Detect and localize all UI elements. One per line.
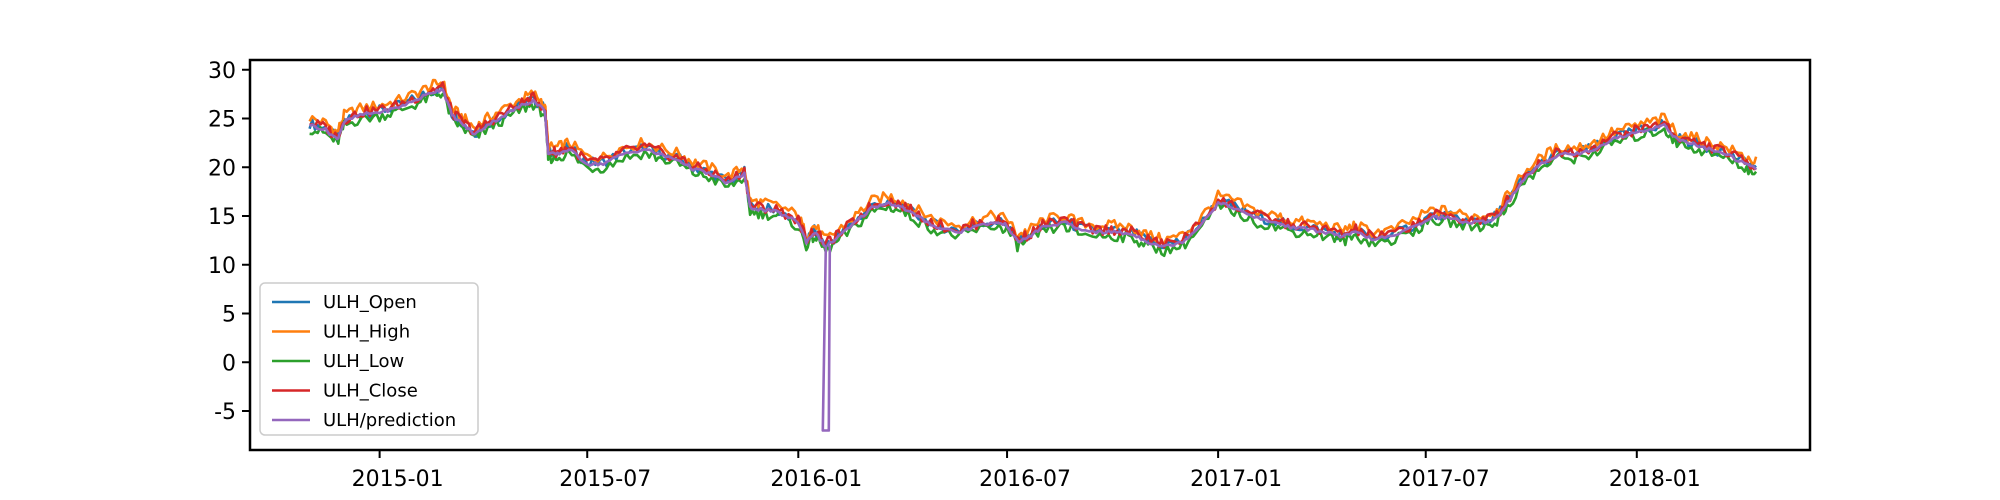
legend-label: ULH_Low — [323, 351, 404, 372]
x-tick-label: 2015-01 — [352, 467, 444, 492]
y-tick-label: 0 — [222, 351, 236, 376]
y-tick-label: 20 — [208, 156, 236, 181]
legend-label: ULH_High — [323, 322, 410, 343]
series-lines — [308, 78, 1758, 432]
legend-label: ULH/prediction — [323, 410, 456, 431]
y-tick-label: 30 — [208, 59, 236, 84]
legend-box — [259, 282, 479, 436]
x-tick-label: 2016-07 — [979, 467, 1071, 492]
legend-label: ULH_Close — [323, 381, 418, 402]
x-tick-label: 2018-01 — [1609, 467, 1701, 492]
y-tick-label: 25 — [208, 108, 236, 133]
plot-frame — [248, 58, 1812, 452]
y-tick-label: -5 — [214, 400, 236, 425]
x-tick-label: 2015-07 — [559, 467, 651, 492]
x-tick-label: 2017-07 — [1398, 467, 1490, 492]
legend: ULH_Open ULH_High ULH_Low ULH_Close ULH/pred… — [259, 282, 479, 436]
series-line-ulh-prediction — [309, 88, 1758, 432]
x-axis: 2015-01 2015-07 2016-01 2016-07 2017-01 2017-… — [352, 450, 1701, 492]
y-axis: 30 25 20 15 10 5 0 -5 — [208, 59, 250, 425]
y-tick-label: 5 — [222, 303, 236, 328]
x-tick-label: 2016-01 — [770, 467, 862, 492]
plot-area — [248, 58, 1812, 452]
y-tick-label: 10 — [208, 254, 236, 279]
legend-label: ULH_Open — [323, 292, 417, 313]
x-tick-label: 2017-01 — [1190, 467, 1282, 492]
y-tick-label: 15 — [208, 205, 236, 230]
